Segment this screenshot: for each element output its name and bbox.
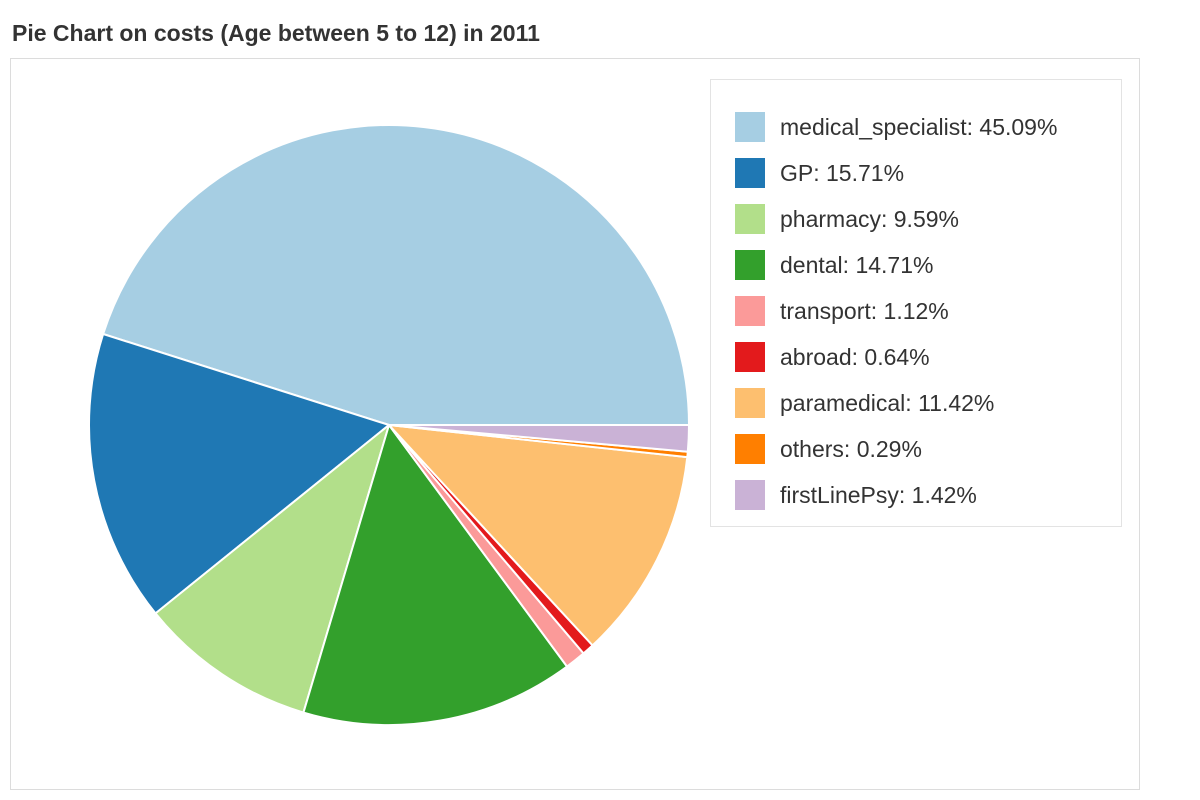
legend-swatch	[735, 388, 765, 418]
pie-slice-dental	[302, 424, 568, 726]
legend-label: GP: 15.71%	[780, 159, 905, 186]
legend-label: paramedical: 11.42%	[780, 389, 995, 416]
legend-item-firstlinepsy: firstLinePsy: 1.42%	[735, 472, 1121, 518]
pie-slice-medical-specialist	[102, 124, 690, 426]
chart-panel: medical_specialist: 45.09% GP: 15.71% ph…	[10, 58, 1140, 790]
legend-label: firstLinePsy: 1.42%	[780, 481, 977, 508]
pie-slice-gp	[88, 332, 390, 615]
legend-swatch	[735, 112, 765, 142]
legend-item-gp: GP: 15.71%	[735, 150, 1121, 196]
legend-label: medical_specialist: 45.09%	[780, 113, 1058, 140]
legend-swatch	[735, 434, 765, 464]
legend-item-medical-specialist: medical_specialist: 45.09%	[735, 104, 1121, 150]
pie-slice-paramedical	[388, 424, 689, 647]
legend-item-pharmacy: pharmacy: 9.59%	[735, 196, 1121, 242]
legend-swatch	[735, 342, 765, 372]
legend-label: transport: 1.12%	[780, 297, 949, 324]
legend-item-dental: dental: 14.71%	[735, 242, 1121, 288]
pie-slice-firstlinepsy	[388, 424, 691, 453]
legend-label: pharmacy: 9.59%	[780, 205, 959, 232]
legend-swatch	[735, 250, 765, 280]
legend-label: others: 0.29%	[780, 435, 922, 462]
legend-item-abroad: abroad: 0.64%	[735, 334, 1121, 380]
legend-swatch	[735, 204, 765, 234]
legend: medical_specialist: 45.09% GP: 15.71% ph…	[710, 79, 1122, 527]
legend-swatch	[735, 480, 765, 510]
pie-chart	[88, 124, 691, 726]
pie-slice-pharmacy	[154, 424, 390, 714]
legend-swatch	[735, 296, 765, 326]
legend-item-others: others: 0.29%	[735, 426, 1121, 472]
legend-swatch	[735, 158, 765, 188]
legend-label: abroad: 0.64%	[780, 343, 930, 370]
legend-item-paramedical: paramedical: 11.42%	[735, 380, 1121, 426]
legend-item-transport: transport: 1.12%	[735, 288, 1121, 334]
chart-title: Pie Chart on costs (Age between 5 to 12)…	[12, 20, 540, 46]
legend-label: dental: 14.71%	[780, 251, 934, 278]
